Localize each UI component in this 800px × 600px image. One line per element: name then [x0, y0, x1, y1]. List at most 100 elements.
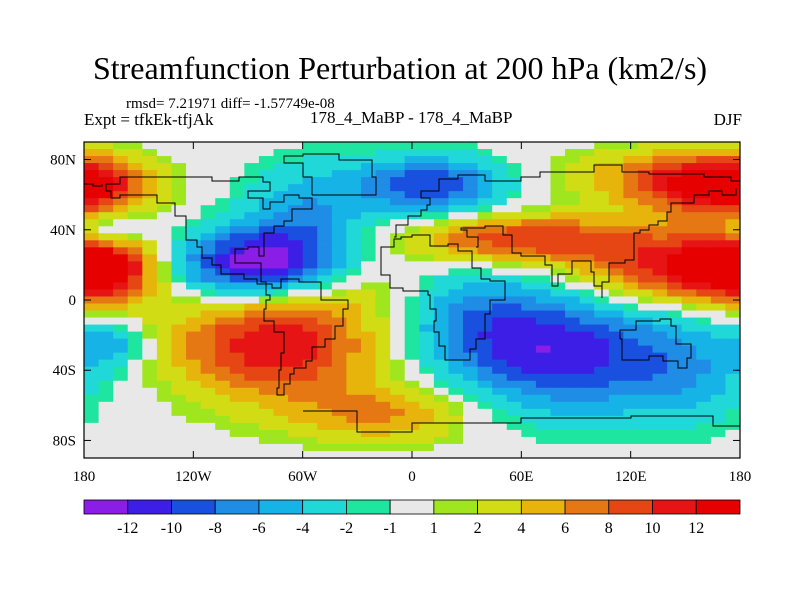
field-cell [404, 373, 420, 382]
field-cell [477, 233, 493, 241]
field-cell [433, 170, 450, 178]
field-cell [302, 401, 318, 410]
field-cell [463, 380, 479, 389]
field-cell [84, 149, 100, 157]
field-cell [696, 275, 712, 284]
field-cell [317, 177, 333, 185]
field-cell [492, 401, 508, 410]
field-cell [681, 429, 697, 438]
field-cell [433, 331, 450, 340]
field-cell [200, 345, 216, 354]
field-cell [710, 198, 727, 206]
field-cell [623, 331, 639, 340]
field-cell [229, 149, 245, 157]
field-cell [200, 401, 216, 410]
field-cell [623, 261, 639, 269]
field-cell [725, 303, 740, 312]
field-cell [725, 282, 740, 291]
field-cell [142, 436, 158, 445]
field-cell [710, 170, 727, 178]
field-cell [492, 380, 508, 389]
field-cell [346, 212, 362, 220]
field-cell [710, 233, 727, 241]
field-cell [579, 177, 595, 185]
field-cell [244, 191, 260, 199]
field-cell [98, 149, 114, 157]
field-cell [375, 324, 391, 333]
field-cell [288, 296, 304, 305]
field-cell [623, 191, 639, 199]
field-cell [433, 387, 450, 396]
field-cell [667, 408, 683, 417]
field-cell [360, 142, 377, 150]
field-cell [608, 352, 624, 361]
field-cell [725, 240, 740, 248]
field-cell [390, 359, 406, 368]
field-cell [258, 233, 275, 241]
colorbar-label: 1 [430, 520, 438, 537]
field-cell [244, 303, 260, 312]
field-cell [142, 177, 158, 185]
field-cell [521, 303, 537, 312]
x-tick-label: 120W [175, 469, 213, 485]
field-cell [419, 422, 435, 431]
field-cell [84, 303, 100, 312]
field-cell [506, 310, 522, 319]
field-cell [156, 310, 173, 319]
field-cell [550, 380, 566, 389]
field-cell [375, 156, 391, 164]
field-cell [244, 233, 260, 241]
field-cell [652, 422, 668, 431]
field-cell [463, 261, 479, 269]
field-cell [506, 429, 522, 438]
field-cell [331, 184, 347, 192]
field-cell [186, 352, 202, 361]
field-cell [565, 247, 581, 255]
field-cell [521, 345, 537, 354]
field-cell [696, 240, 712, 248]
field-cell [302, 450, 318, 458]
field-cell [156, 296, 173, 305]
field-cell [725, 233, 740, 241]
field-cell [594, 366, 610, 375]
field-cell [346, 261, 362, 269]
field-cell [667, 345, 683, 354]
field-cell [594, 177, 610, 185]
field-cell [550, 422, 566, 431]
field-cell [229, 373, 245, 382]
field-cell [186, 366, 202, 375]
field-cell [156, 429, 173, 438]
field-cell [215, 226, 231, 234]
field-cell [346, 345, 362, 354]
field-cell [229, 275, 245, 284]
field-cell [200, 191, 216, 199]
field-cell [186, 261, 202, 269]
field-cell [477, 450, 493, 458]
field-cell [463, 436, 479, 445]
field-cell [521, 149, 537, 157]
field-cell [288, 282, 304, 291]
field-cell [258, 394, 275, 403]
field-cell [288, 219, 304, 227]
field-cell [637, 142, 654, 150]
colorbar-swatch [389, 499, 435, 515]
field-cell [565, 443, 581, 452]
field-cell [404, 226, 420, 234]
field-cell [681, 366, 697, 375]
field-cell [623, 289, 639, 298]
field-cell [156, 394, 173, 403]
field-cell [360, 387, 377, 396]
field-cell [463, 338, 479, 347]
field-cell [681, 191, 697, 199]
field-cell [258, 352, 275, 361]
field-cell [535, 184, 552, 192]
field-cell [288, 240, 304, 248]
field-cell [156, 247, 173, 255]
field-cell [142, 415, 158, 424]
field-cell [448, 303, 464, 312]
field-cell [696, 177, 712, 185]
field-cell [360, 429, 377, 438]
field-cell [113, 275, 129, 284]
field-cell [565, 226, 581, 234]
field-cell [186, 233, 202, 241]
